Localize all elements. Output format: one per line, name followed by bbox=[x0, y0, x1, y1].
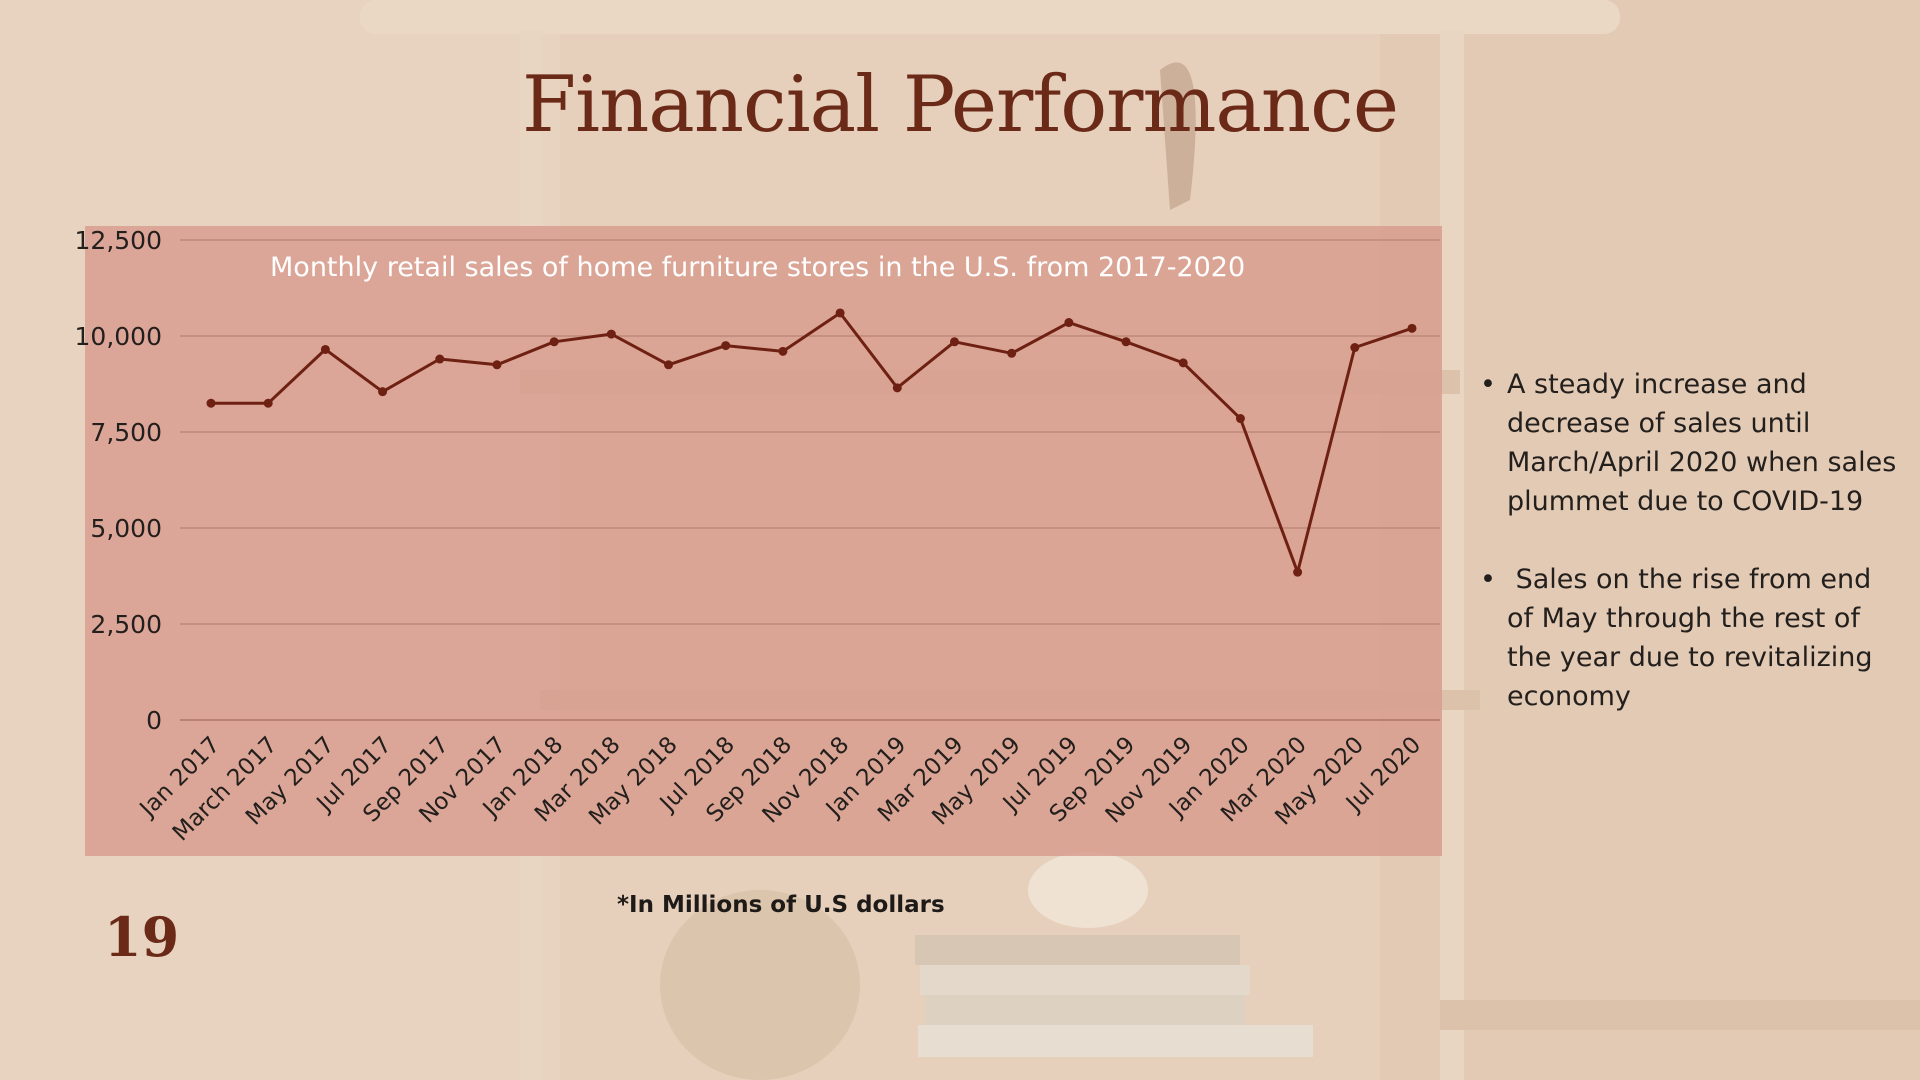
y-tick-label: 12,500 bbox=[75, 226, 162, 255]
chart-panel bbox=[85, 226, 1442, 856]
chart-title: Monthly retail sales of home furniture s… bbox=[270, 252, 1245, 283]
data-point bbox=[320, 344, 330, 354]
y-tick-label: 0 bbox=[146, 706, 162, 735]
data-point bbox=[1178, 358, 1188, 368]
slide-title: Financial Performance bbox=[522, 60, 1399, 150]
data-point bbox=[492, 360, 502, 370]
data-point bbox=[1235, 414, 1245, 424]
insight-item: • Sales on the rise from end of May thro… bbox=[1480, 560, 1900, 716]
data-point bbox=[835, 308, 845, 318]
insight-text: A steady increase and decrease of sales … bbox=[1507, 369, 1897, 517]
data-point bbox=[1293, 567, 1303, 577]
data-point bbox=[206, 398, 216, 408]
data-point bbox=[1407, 323, 1417, 333]
data-point bbox=[778, 346, 788, 356]
page-number: 19 bbox=[104, 905, 180, 969]
data-point bbox=[378, 387, 388, 397]
insight-list: • A steady increase and decrease of sale… bbox=[1480, 365, 1900, 755]
data-point bbox=[892, 383, 902, 393]
insight-text: Sales on the rise from end of May throug… bbox=[1507, 564, 1882, 712]
y-tick-label: 2,500 bbox=[90, 610, 162, 639]
y-tick-label: 7,500 bbox=[90, 418, 162, 447]
data-point bbox=[949, 337, 959, 347]
units-footnote: *In Millions of U.S dollars bbox=[617, 892, 945, 918]
data-point bbox=[606, 329, 616, 339]
bullet-icon: • bbox=[1480, 369, 1496, 400]
data-point bbox=[1121, 337, 1131, 347]
insight-item: • A steady increase and decrease of sale… bbox=[1480, 365, 1900, 521]
data-point bbox=[1064, 318, 1074, 328]
data-point bbox=[263, 398, 273, 408]
data-point bbox=[1007, 348, 1017, 358]
data-point bbox=[1350, 343, 1360, 353]
y-tick-label: 10,000 bbox=[75, 322, 162, 351]
y-tick-label: 5,000 bbox=[90, 514, 162, 543]
data-point bbox=[721, 341, 731, 351]
data-point bbox=[664, 360, 674, 370]
series-line bbox=[211, 311, 1413, 574]
data-point bbox=[549, 337, 559, 347]
bullet-icon: • bbox=[1480, 564, 1496, 595]
data-point bbox=[435, 354, 445, 364]
